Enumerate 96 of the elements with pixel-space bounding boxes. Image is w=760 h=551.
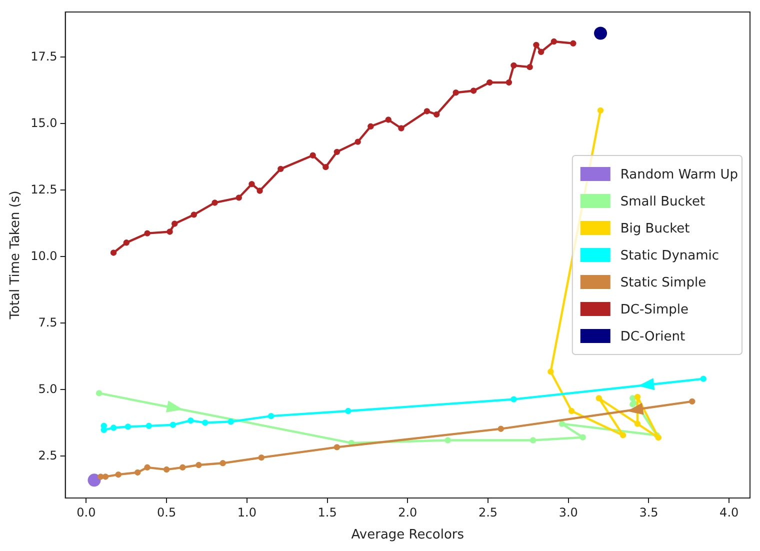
legend-label: Static Simple bbox=[620, 275, 706, 290]
point bbox=[385, 116, 392, 123]
point bbox=[538, 48, 544, 55]
point bbox=[689, 398, 696, 405]
point bbox=[345, 408, 352, 414]
point bbox=[278, 166, 284, 172]
point bbox=[144, 230, 150, 236]
point bbox=[334, 444, 340, 450]
point bbox=[580, 434, 586, 440]
point bbox=[268, 412, 274, 420]
y-tick-label: 5.0 bbox=[38, 382, 58, 396]
point bbox=[146, 422, 152, 430]
point bbox=[256, 188, 263, 194]
x-tick-label: 1.0 bbox=[237, 505, 256, 520]
x-tick-label: 1.5 bbox=[318, 505, 337, 520]
point bbox=[310, 152, 316, 158]
point bbox=[202, 420, 208, 426]
point bbox=[634, 394, 641, 400]
point bbox=[123, 240, 130, 246]
y-tick-label: 10.0 bbox=[30, 248, 58, 263]
x-tick-label: 0.5 bbox=[157, 505, 176, 520]
point bbox=[115, 471, 122, 478]
point bbox=[548, 368, 554, 375]
point bbox=[236, 194, 242, 201]
point bbox=[124, 424, 132, 430]
point bbox=[96, 390, 102, 396]
point bbox=[110, 250, 117, 256]
x-tick-label: 3.5 bbox=[639, 505, 658, 520]
point bbox=[322, 164, 329, 170]
legend-label: Static Dynamic bbox=[620, 248, 720, 264]
point bbox=[570, 40, 576, 46]
point bbox=[486, 79, 493, 86]
point bbox=[110, 424, 117, 431]
point bbox=[444, 437, 451, 444]
point bbox=[634, 420, 641, 427]
y-tick-label: 2.5 bbox=[38, 448, 58, 462]
legend-label: Random Warm Up bbox=[620, 167, 738, 182]
y-tick-label: 7.5 bbox=[38, 315, 58, 330]
legend-label: DC-Orient bbox=[620, 329, 686, 344]
point bbox=[368, 123, 374, 130]
point bbox=[655, 434, 662, 441]
point bbox=[170, 422, 176, 428]
point bbox=[526, 64, 533, 70]
x-axis-title: Average Recolors bbox=[351, 528, 464, 543]
point bbox=[190, 212, 197, 218]
point bbox=[596, 395, 602, 402]
point bbox=[433, 111, 440, 118]
point bbox=[424, 108, 430, 114]
x-tick-label: 3.0 bbox=[558, 505, 578, 520]
point bbox=[470, 88, 477, 94]
point bbox=[248, 181, 255, 188]
point bbox=[630, 395, 636, 402]
y-axis-title: Total Time Taken (s) bbox=[8, 190, 24, 320]
point bbox=[98, 474, 104, 480]
x-tick-label: 2.0 bbox=[398, 505, 418, 520]
point bbox=[134, 469, 141, 476]
point bbox=[88, 474, 101, 487]
x-tick-label: 4.0 bbox=[720, 505, 739, 520]
point bbox=[180, 464, 186, 471]
point bbox=[452, 90, 459, 96]
point bbox=[166, 228, 173, 235]
x-tick-label: 0.0 bbox=[76, 505, 96, 520]
point bbox=[258, 454, 264, 461]
point bbox=[220, 460, 226, 466]
point bbox=[530, 437, 536, 444]
point bbox=[700, 376, 706, 382]
point bbox=[212, 200, 218, 206]
point bbox=[630, 401, 636, 408]
point bbox=[506, 79, 512, 86]
point bbox=[144, 464, 150, 471]
point bbox=[620, 432, 626, 438]
point bbox=[558, 420, 566, 427]
point bbox=[510, 396, 517, 402]
point bbox=[188, 417, 194, 424]
y-tick-label: 15.0 bbox=[30, 116, 58, 130]
legend-label: Small Bucket bbox=[620, 194, 706, 210]
y-tick-label: 12.5 bbox=[30, 182, 58, 196]
point bbox=[510, 62, 517, 69]
point bbox=[550, 38, 558, 45]
point bbox=[102, 474, 109, 480]
point bbox=[334, 148, 340, 156]
legend-label: DC-Simple bbox=[620, 302, 689, 318]
y-tick-label: 17.5 bbox=[30, 49, 58, 64]
x-tick-label: 2.5 bbox=[478, 505, 498, 520]
point bbox=[172, 220, 178, 227]
point bbox=[498, 426, 504, 432]
point bbox=[398, 125, 404, 132]
point bbox=[196, 462, 202, 468]
point bbox=[568, 408, 575, 414]
point bbox=[163, 466, 170, 473]
point bbox=[594, 26, 608, 40]
legend-label: Big Bucket bbox=[620, 221, 690, 236]
point bbox=[228, 418, 234, 425]
point bbox=[597, 107, 604, 114]
point bbox=[533, 42, 540, 48]
point bbox=[354, 138, 361, 145]
